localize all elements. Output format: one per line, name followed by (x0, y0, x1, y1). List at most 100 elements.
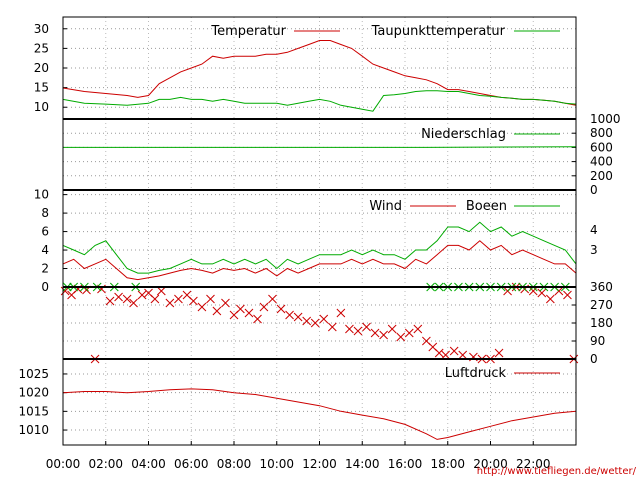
direction-point-direction (434, 348, 444, 358)
y-tick-label: 10 (34, 188, 49, 202)
direction-point-direction (244, 308, 254, 318)
series-line-pressure-0 (62, 388, 577, 440)
legend-wind-label: Wind (369, 199, 402, 214)
wind-right-tick-labels: 43 (590, 223, 598, 257)
legend-luftdruck-label: Luftdruck (445, 366, 507, 381)
y-tick-label: 8 (41, 206, 49, 220)
y-tick-label-right: 180 (590, 316, 613, 330)
panels-group: 1015202530020040060080010000246810090180… (18, 16, 621, 446)
direction-point-direction (212, 306, 222, 316)
y-tick-label: 1010 (18, 423, 49, 437)
direction-point-direction (537, 288, 547, 298)
direction-point-direction (379, 330, 388, 340)
direction-point-direction (362, 322, 371, 332)
direction-point-direction (413, 324, 423, 334)
direction-point-direction (253, 314, 262, 324)
panel-temperature: 10 15 20 25 30 (34, 16, 577, 120)
legend-taupunkt-label: Taupunkttemperatur (371, 24, 506, 39)
y-tick-label: 30 (34, 22, 49, 36)
y-tick-label: 20 (34, 61, 49, 75)
y-tick-label-right: 600 (590, 140, 613, 154)
y-tick-label-right: 90 (590, 334, 605, 348)
direction-point-direction (174, 294, 183, 304)
x-tick-label: 04:00 (131, 457, 166, 471)
direction-point-direction (137, 290, 147, 300)
y-tick-label: 0 (41, 280, 49, 294)
wind-right-tick-label: 4 (590, 223, 598, 237)
legend-niederschlag-label: Niederschlag (421, 127, 506, 142)
y-tick-label-right: 400 (590, 155, 613, 169)
y-tick-label-right: 0 (590, 352, 598, 366)
direction-point-direction (197, 302, 207, 312)
direction-point-direction (221, 298, 230, 308)
y-tick-label: 4 (41, 243, 49, 257)
direction-point-direction (150, 294, 160, 304)
legend-boeen-label: Boeen (466, 199, 507, 214)
wind-right-tick-label: 3 (590, 243, 598, 257)
direction-point-direction (353, 326, 363, 336)
direction-point-direction (345, 324, 354, 334)
series-line-wind-1 (62, 221, 577, 274)
y-tick-label-right: 1000 (590, 112, 621, 126)
y-tick-label: 10 (34, 100, 49, 114)
series-line-temperature-0 (62, 40, 577, 106)
x-tick-label: 16:00 (388, 457, 423, 471)
x-tick-label: 06:00 (174, 457, 209, 471)
direction-point-direction (528, 286, 538, 296)
direction-point-direction (285, 310, 294, 320)
direction-point-direction (189, 296, 198, 306)
direction-point-direction (105, 296, 115, 306)
panel-pressure: 1010 1015 1020 1025 (18, 358, 577, 446)
legend-temperatur-label: Temperatur (210, 24, 286, 39)
y-tick-label-right: 270 (590, 298, 613, 312)
y-tick-label-right: 800 (590, 126, 613, 140)
direction-point-direction (302, 316, 312, 326)
direction-point-direction (129, 298, 138, 308)
direction-point-direction (268, 294, 277, 304)
source-url: http://www.tiefliegen.de/wetter/ (477, 466, 637, 477)
direction-point-direction (449, 346, 459, 356)
y-tick-label: 6 (41, 225, 49, 239)
direction-point-direction (441, 350, 450, 360)
y-tick-label: 2 (41, 262, 49, 276)
direction-point-direction (122, 294, 132, 304)
series-line-wind-0 (62, 240, 577, 281)
direction-point-direction (327, 322, 337, 332)
y-tick-label-right: 0 (590, 183, 598, 197)
direction-point-direction (114, 292, 123, 302)
x-tick-label: 12:00 (302, 457, 337, 471)
y-tick-label: 15 (34, 81, 49, 95)
direction-point-direction (563, 290, 572, 300)
direction-point-direction (165, 298, 175, 308)
x-tick-label: 18:00 (430, 457, 465, 471)
series-line-temperature-1 (62, 90, 577, 112)
y-tick-label: 1015 (18, 404, 49, 418)
x-tick-label: 02:00 (88, 457, 123, 471)
y-tick-label: 1025 (18, 367, 49, 381)
y-tick-label-right: 200 (590, 169, 613, 183)
direction-point-direction (259, 302, 269, 312)
x-tick-label: 20:00 (473, 457, 508, 471)
direction-point-direction (370, 328, 380, 338)
direction-point-direction (494, 348, 504, 358)
x-tick-label: 08:00 (217, 457, 252, 471)
direction-point-direction (236, 304, 245, 314)
direction-point-direction (276, 304, 286, 314)
x-tick-label: 22:00 (516, 457, 551, 471)
direction-point-direction (206, 294, 215, 304)
direction-point-direction (387, 324, 397, 334)
direction-point-direction (396, 332, 406, 342)
panel-wind_direction: 0 90 180 270 360 (60, 280, 613, 366)
direction-point-direction (60, 286, 70, 296)
direction-point-direction (336, 308, 346, 318)
direction-point-direction (156, 286, 166, 296)
direction-point-direction (458, 350, 468, 360)
y-tick-label: 1020 (18, 386, 49, 400)
direction-point-direction (404, 328, 414, 338)
x-tick-label: 00:00 (46, 457, 81, 471)
x-tick-label: 14:00 (345, 457, 380, 471)
direction-point-direction (293, 312, 303, 322)
x-tick-labels: 00:00 02:00 04:00 06:00 08:00 10:00 12:00 14:00… (46, 441, 551, 471)
